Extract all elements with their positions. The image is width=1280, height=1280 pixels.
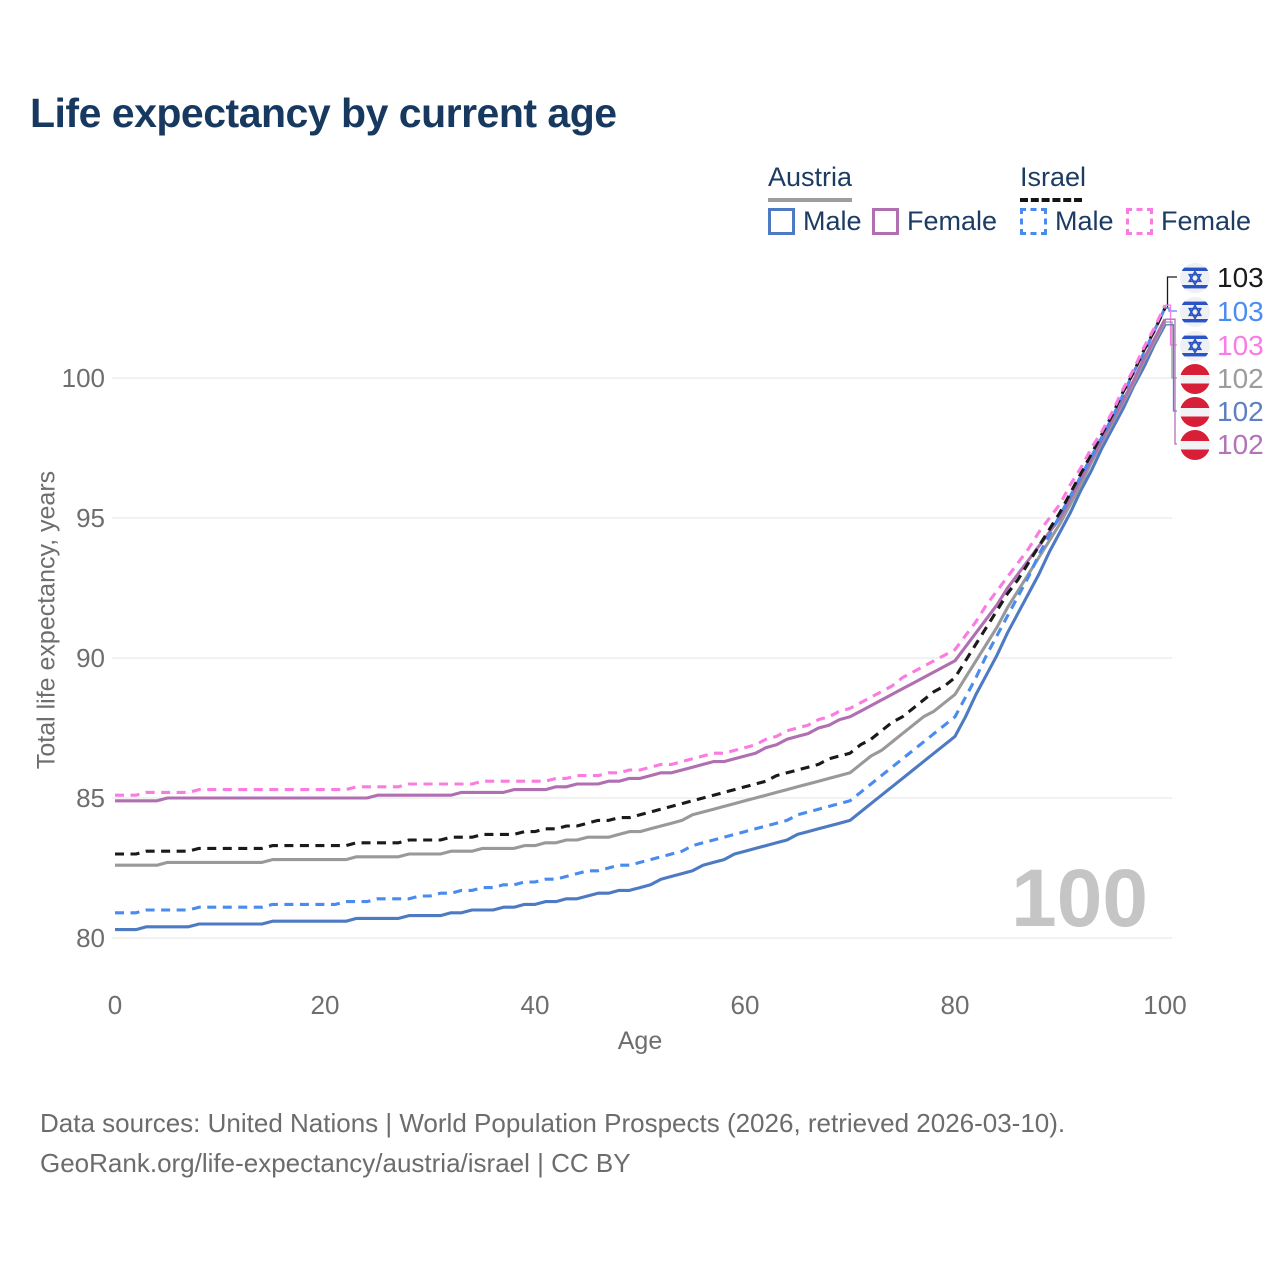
page-title: Life expectancy by current age — [30, 90, 617, 136]
end-label-austria_female: 102 — [1180, 429, 1264, 461]
legend-item-israel-female: Female — [1126, 206, 1251, 237]
series-line-austria_male — [115, 324, 1167, 932]
y-tick-label: 80 — [76, 923, 105, 953]
israel-female-swatch-icon — [1126, 208, 1153, 235]
legend-label: Male — [803, 206, 862, 236]
austria-flag-icon — [1180, 430, 1210, 460]
x-tick-label: 40 — [520, 990, 550, 1020]
end-label-value: 102 — [1217, 396, 1264, 427]
israel-male-swatch-icon — [1020, 208, 1047, 235]
israel-flag-icon — [1180, 297, 1210, 327]
series-line-israel_male — [115, 307, 1167, 915]
legend-header-israel: Israel — [1020, 162, 1087, 192]
legend-label: Male — [1055, 206, 1114, 236]
age-watermark: 100 — [1011, 853, 1148, 944]
end-label-value: 102 — [1217, 429, 1264, 460]
end-label-value: 103 — [1217, 262, 1264, 293]
y-tick-label: 100 — [61, 363, 105, 393]
x-tick-label: 60 — [730, 990, 760, 1020]
legend-item-israel-male: Male — [1020, 206, 1114, 237]
legend-header-austria: Austria — [768, 162, 853, 192]
footer-attribution-line: GeoRank.org/life-expectancy/austria/isra… — [40, 1148, 631, 1178]
x-tick-label: 20 — [310, 990, 340, 1020]
y-tick-label: 90 — [76, 643, 105, 673]
austria-line-sample — [768, 198, 852, 202]
austria-female-swatch-icon — [872, 208, 899, 235]
legend-group-austria: Austria — [768, 162, 852, 202]
legend-group-israel: Israel — [1020, 162, 1086, 202]
end-label-austria_male: 102 — [1180, 396, 1264, 428]
x-tick-label: 80 — [940, 990, 970, 1020]
austria-flag-icon — [1180, 397, 1210, 427]
end-label-israel_all: 103 — [1180, 262, 1264, 294]
series-line-israel_all — [115, 307, 1167, 856]
x-tick-label: 0 — [107, 990, 123, 1020]
austria-male-swatch-icon — [768, 208, 795, 235]
x-tick-label: 100 — [1143, 990, 1187, 1020]
end-label-israel_female: 103 — [1180, 330, 1264, 362]
y-tick-label: 85 — [76, 783, 105, 813]
end-label-israel_male: 103 — [1180, 296, 1264, 328]
legend-label: Female — [907, 206, 998, 236]
austria-flag-icon — [1180, 364, 1210, 394]
series-line-israel_female — [115, 304, 1167, 797]
israel-flag-icon — [1180, 331, 1210, 361]
israel-line-sample — [1020, 198, 1082, 202]
footer-source-line: Data sources: United Nations | World Pop… — [40, 1108, 1066, 1138]
legend-label: Female — [1161, 206, 1252, 236]
end-label-austria_all: 102 — [1180, 363, 1264, 395]
legend-item-austria-male: Male — [768, 206, 862, 237]
y-tick-label: 95 — [76, 503, 105, 533]
end-label-value: 103 — [1217, 330, 1264, 361]
x-axis-title: Age — [617, 1027, 663, 1055]
israel-flag-icon — [1180, 263, 1210, 293]
series-line-austria_all — [115, 321, 1167, 867]
end-label-value: 102 — [1217, 363, 1264, 394]
end-label-value: 103 — [1217, 296, 1264, 327]
series-line-austria_female — [115, 318, 1167, 803]
legend-item-austria-female: Female — [872, 206, 997, 237]
